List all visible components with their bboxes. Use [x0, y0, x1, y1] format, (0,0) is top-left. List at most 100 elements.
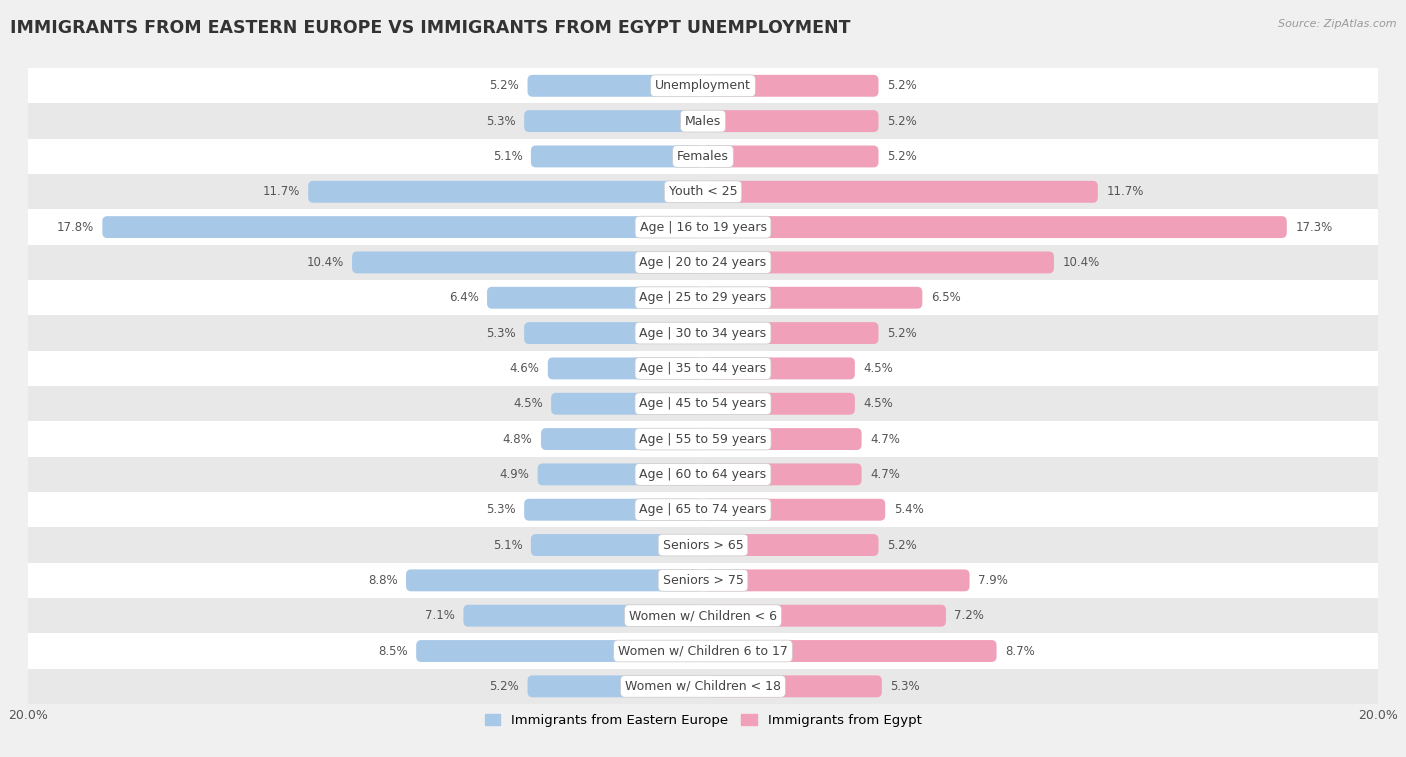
- Text: 4.5%: 4.5%: [863, 397, 893, 410]
- FancyBboxPatch shape: [524, 499, 703, 521]
- Bar: [28, 139, 1378, 174]
- Text: 5.3%: 5.3%: [486, 114, 516, 128]
- Text: 8.7%: 8.7%: [1005, 644, 1035, 658]
- FancyBboxPatch shape: [703, 145, 879, 167]
- Text: 5.2%: 5.2%: [887, 79, 917, 92]
- Bar: [28, 68, 1378, 104]
- Text: Males: Males: [685, 114, 721, 128]
- Text: 4.9%: 4.9%: [499, 468, 529, 481]
- Text: 5.2%: 5.2%: [887, 326, 917, 340]
- Text: Females: Females: [678, 150, 728, 163]
- Text: Age | 25 to 29 years: Age | 25 to 29 years: [640, 291, 766, 304]
- FancyBboxPatch shape: [531, 534, 703, 556]
- Text: Youth < 25: Youth < 25: [669, 185, 737, 198]
- Text: 17.3%: 17.3%: [1295, 220, 1333, 234]
- Bar: [28, 668, 1378, 704]
- Text: IMMIGRANTS FROM EASTERN EUROPE VS IMMIGRANTS FROM EGYPT UNEMPLOYMENT: IMMIGRANTS FROM EASTERN EUROPE VS IMMIGR…: [10, 19, 851, 37]
- Bar: [28, 528, 1378, 562]
- FancyBboxPatch shape: [703, 428, 862, 450]
- FancyBboxPatch shape: [703, 393, 855, 415]
- FancyBboxPatch shape: [703, 463, 862, 485]
- Text: 11.7%: 11.7%: [263, 185, 299, 198]
- FancyBboxPatch shape: [308, 181, 703, 203]
- Bar: [28, 456, 1378, 492]
- Text: Age | 30 to 34 years: Age | 30 to 34 years: [640, 326, 766, 340]
- FancyBboxPatch shape: [703, 75, 879, 97]
- Text: Age | 55 to 59 years: Age | 55 to 59 years: [640, 432, 766, 446]
- Text: 6.4%: 6.4%: [449, 291, 478, 304]
- FancyBboxPatch shape: [541, 428, 703, 450]
- Text: 4.6%: 4.6%: [509, 362, 540, 375]
- Text: 10.4%: 10.4%: [307, 256, 343, 269]
- Text: 17.8%: 17.8%: [56, 220, 94, 234]
- Text: 5.1%: 5.1%: [492, 538, 523, 552]
- Text: 5.2%: 5.2%: [887, 150, 917, 163]
- Bar: [28, 316, 1378, 350]
- FancyBboxPatch shape: [406, 569, 703, 591]
- FancyBboxPatch shape: [703, 605, 946, 627]
- Text: 11.7%: 11.7%: [1107, 185, 1143, 198]
- FancyBboxPatch shape: [703, 287, 922, 309]
- Text: Women w/ Children 6 to 17: Women w/ Children 6 to 17: [619, 644, 787, 658]
- FancyBboxPatch shape: [524, 111, 703, 132]
- FancyBboxPatch shape: [527, 675, 703, 697]
- Text: 5.3%: 5.3%: [890, 680, 920, 693]
- FancyBboxPatch shape: [703, 357, 855, 379]
- Text: Seniors > 75: Seniors > 75: [662, 574, 744, 587]
- FancyBboxPatch shape: [464, 605, 703, 627]
- Text: 4.5%: 4.5%: [513, 397, 543, 410]
- Text: Source: ZipAtlas.com: Source: ZipAtlas.com: [1278, 19, 1396, 29]
- Text: 5.2%: 5.2%: [887, 114, 917, 128]
- Text: 6.5%: 6.5%: [931, 291, 960, 304]
- Text: 5.2%: 5.2%: [489, 79, 519, 92]
- Bar: [28, 350, 1378, 386]
- FancyBboxPatch shape: [703, 111, 879, 132]
- Bar: [28, 422, 1378, 456]
- Text: Age | 16 to 19 years: Age | 16 to 19 years: [640, 220, 766, 234]
- FancyBboxPatch shape: [352, 251, 703, 273]
- FancyBboxPatch shape: [703, 640, 997, 662]
- Text: 8.8%: 8.8%: [368, 574, 398, 587]
- Text: 5.3%: 5.3%: [486, 503, 516, 516]
- Bar: [28, 562, 1378, 598]
- Text: 5.1%: 5.1%: [492, 150, 523, 163]
- Text: Unemployment: Unemployment: [655, 79, 751, 92]
- FancyBboxPatch shape: [703, 217, 1286, 238]
- Bar: [28, 104, 1378, 139]
- Text: 4.5%: 4.5%: [863, 362, 893, 375]
- Text: 7.9%: 7.9%: [979, 574, 1008, 587]
- Bar: [28, 210, 1378, 245]
- Bar: [28, 598, 1378, 634]
- Text: 5.2%: 5.2%: [887, 538, 917, 552]
- FancyBboxPatch shape: [524, 322, 703, 344]
- Text: 5.3%: 5.3%: [486, 326, 516, 340]
- FancyBboxPatch shape: [703, 534, 879, 556]
- Text: 10.4%: 10.4%: [1063, 256, 1099, 269]
- Bar: [28, 386, 1378, 422]
- FancyBboxPatch shape: [703, 499, 886, 521]
- FancyBboxPatch shape: [703, 181, 1098, 203]
- FancyBboxPatch shape: [416, 640, 703, 662]
- Text: Age | 20 to 24 years: Age | 20 to 24 years: [640, 256, 766, 269]
- FancyBboxPatch shape: [703, 569, 970, 591]
- Bar: [28, 174, 1378, 210]
- FancyBboxPatch shape: [703, 251, 1054, 273]
- Bar: [28, 492, 1378, 528]
- Legend: Immigrants from Eastern Europe, Immigrants from Egypt: Immigrants from Eastern Europe, Immigran…: [479, 709, 927, 732]
- FancyBboxPatch shape: [703, 322, 879, 344]
- FancyBboxPatch shape: [103, 217, 703, 238]
- Text: 4.8%: 4.8%: [503, 432, 533, 446]
- FancyBboxPatch shape: [703, 675, 882, 697]
- FancyBboxPatch shape: [548, 357, 703, 379]
- Bar: [28, 634, 1378, 668]
- Text: 8.5%: 8.5%: [378, 644, 408, 658]
- FancyBboxPatch shape: [531, 145, 703, 167]
- Text: Women w/ Children < 6: Women w/ Children < 6: [628, 609, 778, 622]
- Text: 4.7%: 4.7%: [870, 468, 900, 481]
- FancyBboxPatch shape: [527, 75, 703, 97]
- Bar: [28, 280, 1378, 316]
- Text: Women w/ Children < 18: Women w/ Children < 18: [626, 680, 780, 693]
- Text: 5.2%: 5.2%: [489, 680, 519, 693]
- Text: 5.4%: 5.4%: [894, 503, 924, 516]
- FancyBboxPatch shape: [537, 463, 703, 485]
